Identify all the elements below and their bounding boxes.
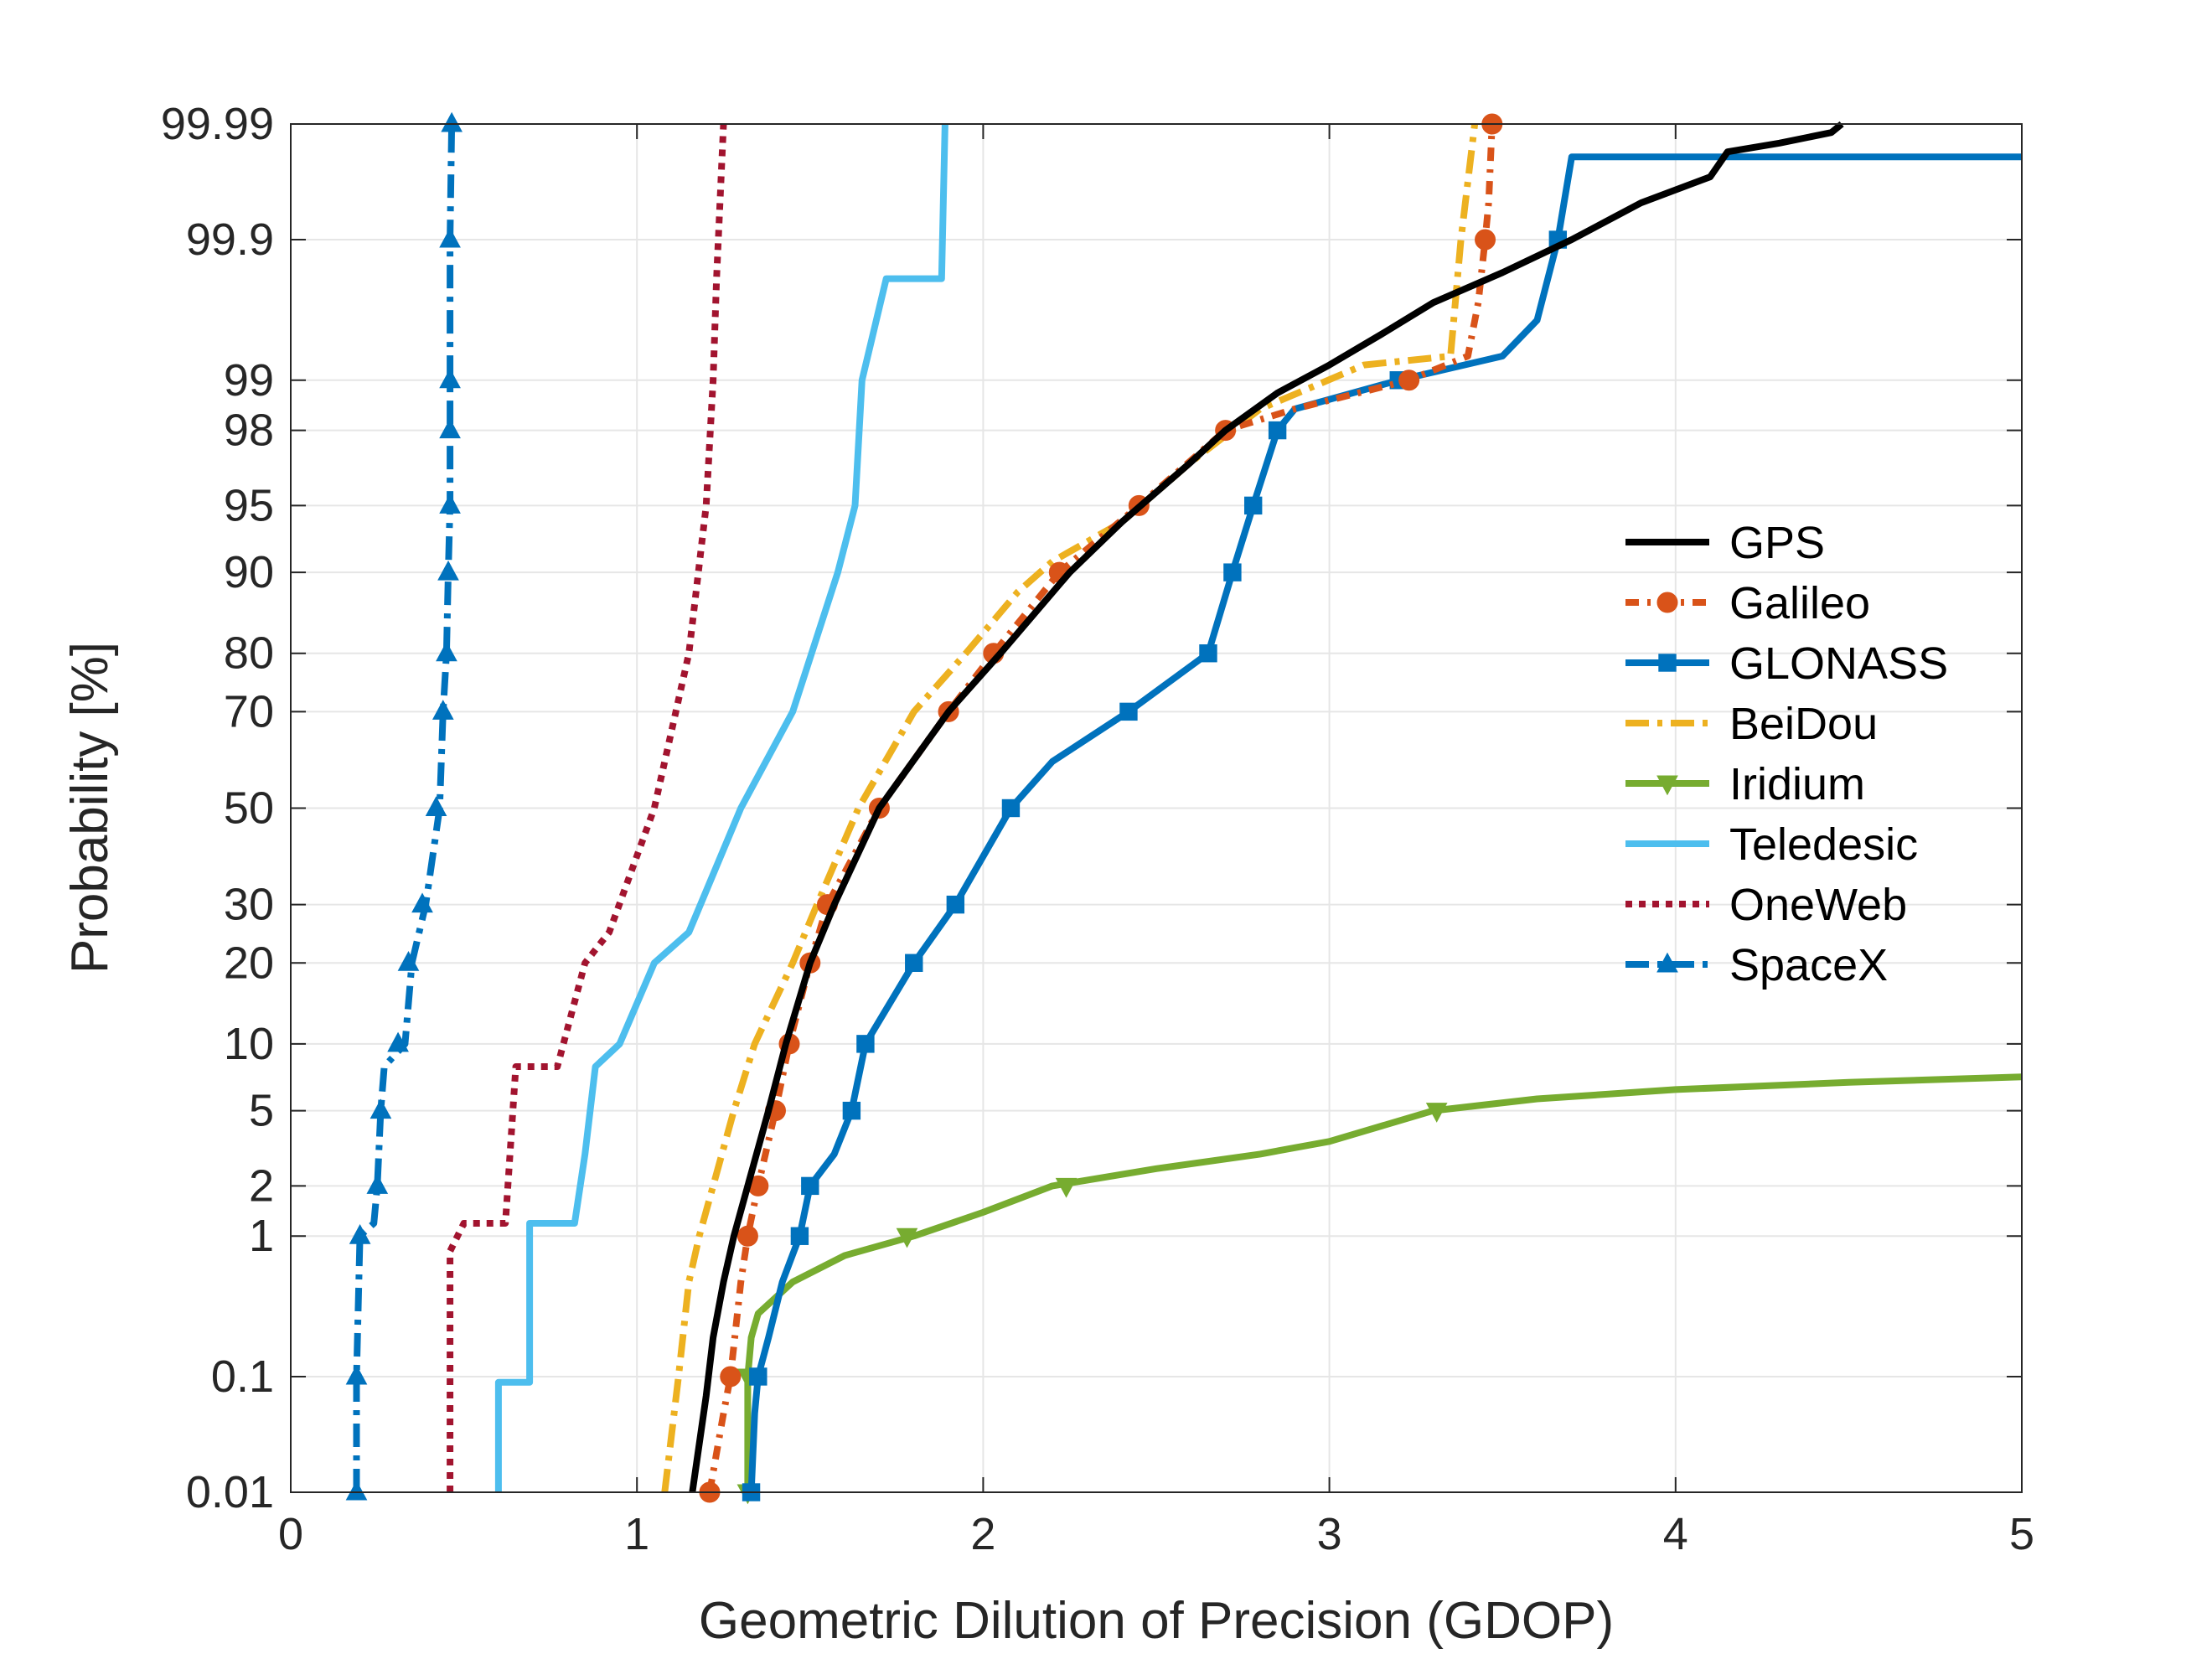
legend-entry-gps: GPS	[1625, 518, 1825, 568]
legend-label-oneweb: OneWeb	[1729, 880, 1907, 930]
legend-entry-spacex: SpaceX	[1625, 940, 1888, 990]
series-line-glonass	[747, 153, 2022, 1493]
legend-label-gps: GPS	[1729, 518, 1825, 568]
x-axis-title: Geometric Dilution of Precision (GDOP)	[699, 1592, 1614, 1650]
data-point-iridium	[1055, 1177, 1078, 1198]
y-tick-label: 99.9	[186, 214, 274, 265]
data-point-spacex	[432, 700, 454, 720]
legend-marker-galileo	[1656, 592, 1678, 613]
data-point-spacex	[425, 796, 447, 816]
x-tick-label: 0	[278, 1509, 303, 1559]
y-tick-label: 0.01	[186, 1467, 274, 1517]
x-tick-label: 3	[1317, 1509, 1342, 1559]
data-point-glonass	[801, 1176, 819, 1196]
grid-lines	[290, 123, 2023, 1493]
data-point-iridium	[896, 1227, 918, 1248]
series-line-iridium	[744, 1073, 2022, 1492]
data-point-glonass	[856, 1035, 875, 1053]
series-spacex	[345, 111, 463, 1501]
legend-entry-iridium: Iridium	[1625, 759, 1865, 809]
y-tick-label: 5	[249, 1086, 274, 1136]
data-point-spacex	[437, 560, 459, 581]
series-teledesic	[494, 123, 948, 1492]
legend-label-teledesic: Teledesic	[1729, 819, 1918, 870]
x-tick-label: 2	[970, 1509, 995, 1559]
data-point-iridium	[1425, 1103, 1448, 1123]
y-tick-label: 20	[224, 938, 274, 988]
x-tick-label: 1	[624, 1509, 649, 1559]
legend-marker-iridium	[1656, 775, 1678, 796]
data-point-glonass	[1223, 563, 1242, 581]
series-line-gps	[689, 121, 1844, 1493]
data-point-glonass	[790, 1227, 809, 1245]
data-point-spacex	[397, 951, 420, 971]
data-point-galileo	[1475, 229, 1496, 251]
legend-marker-spacex	[1656, 952, 1678, 973]
data-point-glonass	[905, 954, 923, 972]
data-point-glonass	[749, 1367, 767, 1386]
data-point-spacex	[441, 111, 463, 132]
y-tick-label: 10	[224, 1019, 274, 1069]
data-point-galileo	[720, 1366, 742, 1388]
data-point-glonass	[1199, 644, 1217, 663]
series-glonass	[742, 153, 2022, 1501]
y-tick-label: 98	[224, 406, 274, 456]
series-gps	[689, 121, 1844, 1493]
legend-entry-teledesic: Teledesic	[1625, 819, 1918, 870]
data-point-spacex	[439, 368, 461, 389]
y-tick-label: 90	[224, 547, 274, 597]
legend: GPS Galileo GLONASS BeiDou Iridium Teledesic O…	[1625, 518, 1948, 990]
data-point-glonass	[842, 1101, 861, 1120]
legend-entry-beidou: BeiDou	[1625, 699, 1878, 749]
data-point-glonass	[1268, 421, 1287, 440]
data-point-spacex	[349, 1223, 371, 1244]
data-point-spacex	[387, 1031, 409, 1052]
x-tick-label: 4	[1663, 1509, 1688, 1559]
legend-label-beidou: BeiDou	[1729, 699, 1878, 749]
data-point-glonass	[946, 895, 965, 914]
data-point-spacex	[436, 641, 457, 662]
data-point-spacex	[345, 1480, 368, 1501]
legend-marker-glonass	[1658, 654, 1677, 672]
legend-label-galileo: Galileo	[1729, 578, 1870, 628]
legend-entry-glonass: GLONASS	[1625, 638, 1948, 689]
y-tick-label: 1	[249, 1211, 274, 1261]
y-tick-label: 0.1	[211, 1351, 274, 1402]
y-tick-label: 95	[224, 480, 274, 530]
series-line-teledesic	[494, 123, 948, 1492]
legend-label-iridium: Iridium	[1729, 759, 1865, 809]
data-point-spacex	[439, 227, 461, 248]
data-point-galileo	[1398, 370, 1420, 391]
legend-entry-galileo: Galileo	[1625, 578, 1870, 628]
data-point-spacex	[345, 1364, 368, 1385]
y-tick-label: 80	[224, 628, 274, 679]
data-point-glonass	[1001, 798, 1021, 818]
data-point-spacex	[439, 418, 461, 439]
x-axis-ticks: 0 1 2 3 4 5	[278, 124, 2034, 1559]
legend-entry-oneweb: OneWeb	[1625, 880, 1907, 930]
legend-label-glonass: GLONASS	[1729, 638, 1948, 689]
data-point-spacex	[370, 1098, 392, 1119]
data-point-spacex	[366, 1174, 389, 1194]
y-tick-label: 70	[224, 686, 274, 736]
data-point-galileo	[736, 1225, 758, 1247]
series-beidou	[661, 123, 1479, 1493]
data-point-glonass	[1119, 702, 1138, 721]
y-tick-label: 99	[224, 355, 274, 406]
data-point-spacex	[411, 892, 433, 913]
y-axis-title: Probability [%]	[61, 642, 119, 974]
plot-area	[345, 111, 2022, 1505]
legend-label-spacex: SpaceX	[1729, 940, 1888, 990]
series-line-beidou	[661, 123, 1479, 1493]
y-tick-label: 50	[224, 783, 274, 834]
y-tick-label: 99.99	[161, 99, 274, 149]
data-point-glonass	[1243, 496, 1263, 515]
data-point-spacex	[439, 494, 461, 514]
x-tick-label: 5	[2009, 1509, 2034, 1559]
y-tick-label: 30	[224, 880, 274, 930]
y-tick-label: 2	[249, 1160, 274, 1211]
